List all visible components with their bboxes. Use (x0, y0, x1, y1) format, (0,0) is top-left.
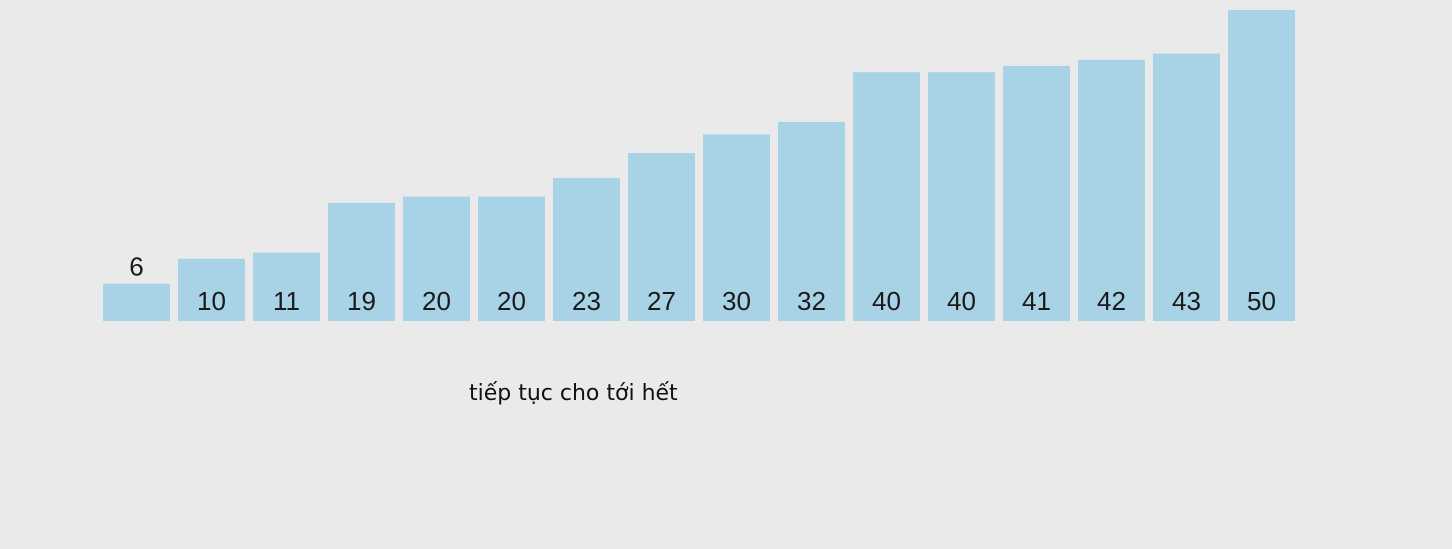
bar-label-11: 40 (947, 286, 976, 316)
bar-label-4: 20 (422, 286, 451, 316)
bar-label-0: 6 (129, 252, 143, 282)
bar-10 (853, 72, 920, 321)
bar-label-13: 42 (1097, 286, 1126, 316)
bar-4 (403, 196, 470, 321)
bar-13 (1078, 59, 1145, 321)
bar-0 (103, 283, 170, 321)
bar-9 (778, 121, 845, 322)
bar-3 (328, 202, 395, 321)
bar-15 (1228, 10, 1295, 321)
bar-label-14: 43 (1172, 286, 1201, 316)
bar-label-15: 50 (1247, 286, 1276, 316)
bar-14 (1153, 53, 1220, 321)
bar-8 (703, 134, 770, 321)
bar-7 (628, 153, 695, 321)
caption-text: tiếp tục cho tới hết (469, 381, 678, 406)
bar-label-8: 30 (722, 286, 751, 316)
bar-label-1: 10 (197, 286, 226, 316)
bar-label-2: 11 (273, 286, 300, 316)
bar-2 (253, 252, 320, 321)
bar-11 (928, 72, 995, 321)
bar-label-6: 23 (572, 286, 601, 316)
bar-label-5: 20 (497, 286, 526, 316)
bar-12 (1003, 65, 1070, 321)
bar-5 (478, 196, 545, 321)
bar-label-12: 41 (1022, 286, 1051, 316)
bar-6 (553, 177, 620, 321)
bar-label-9: 32 (797, 286, 826, 316)
bar-label-3: 19 (347, 286, 376, 316)
bar-1 (178, 258, 245, 321)
bar-label-7: 27 (647, 286, 676, 316)
bar-label-10: 40 (872, 286, 901, 316)
